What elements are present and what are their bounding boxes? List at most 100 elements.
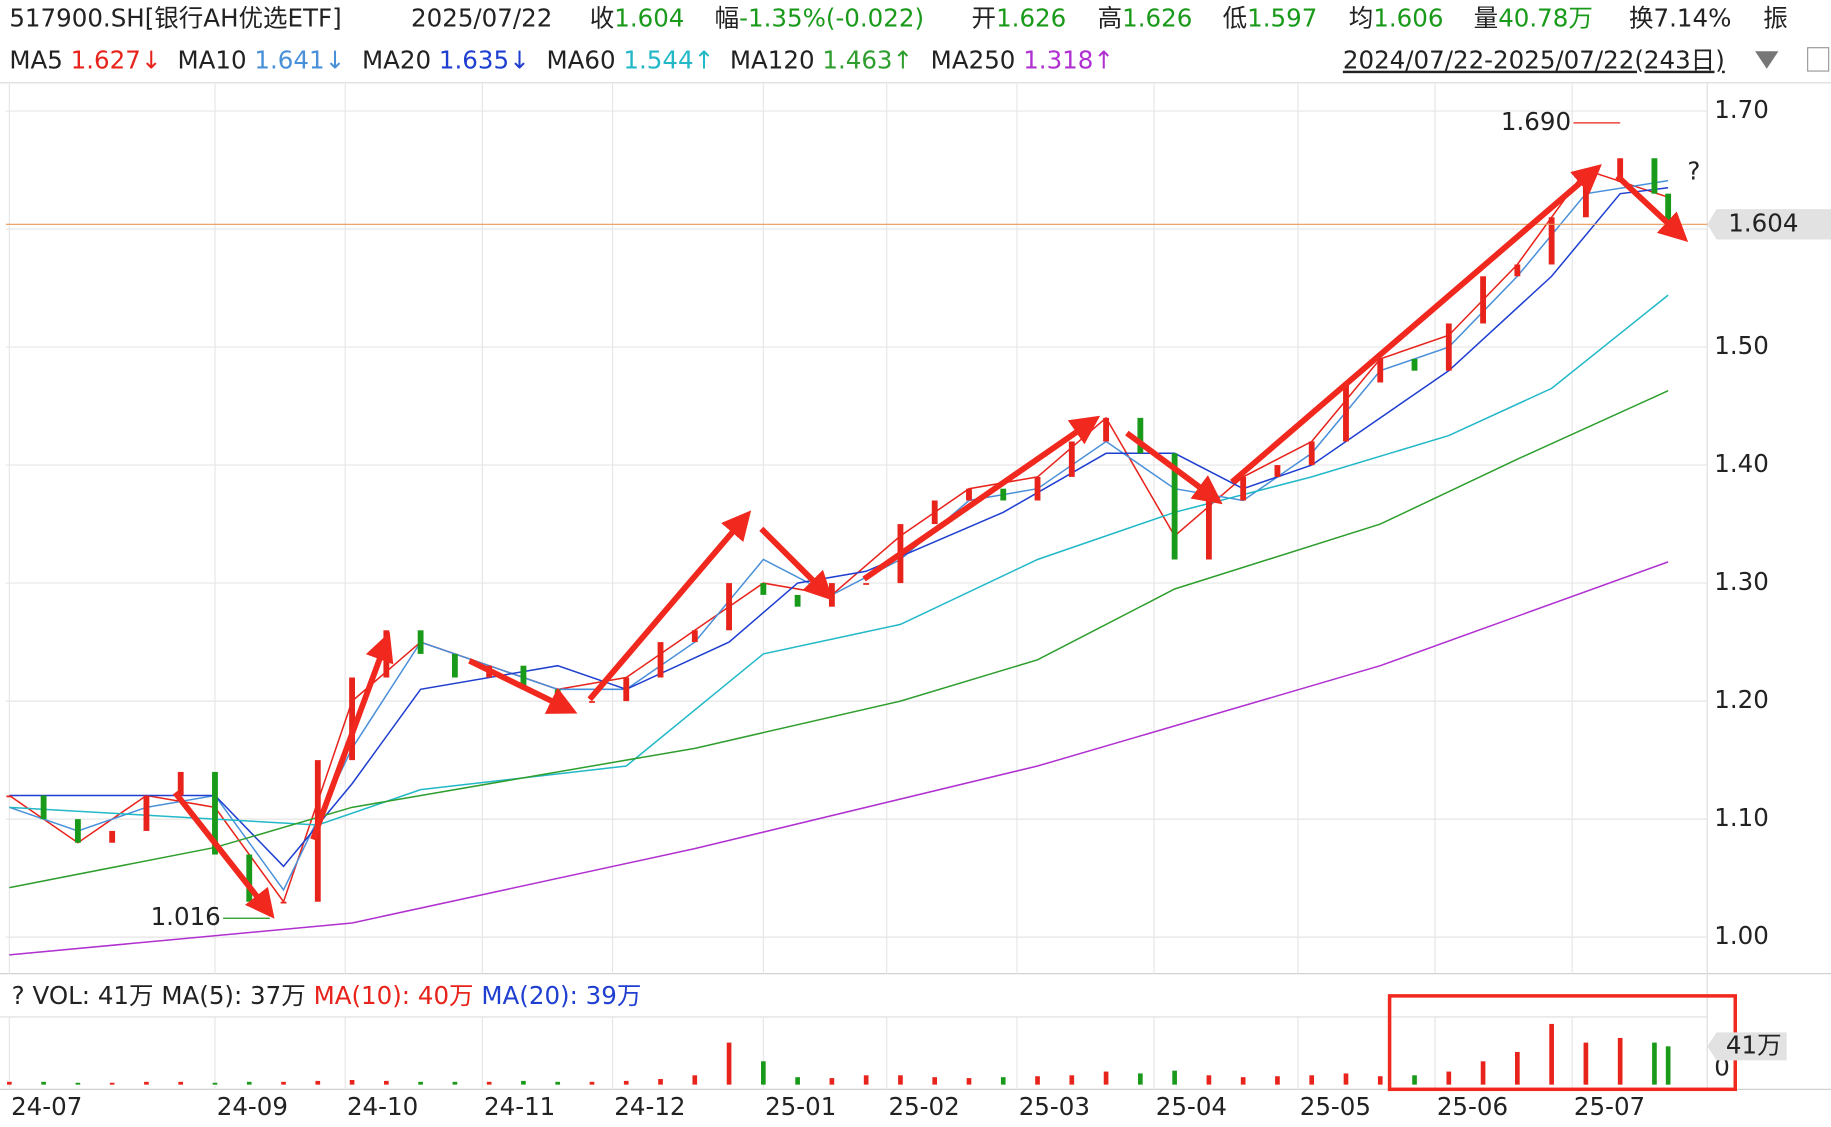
candle	[863, 583, 870, 585]
candle	[177, 771, 184, 796]
legend-item: MA250 1.318↑	[931, 46, 1114, 75]
candle	[1103, 417, 1109, 442]
volume-bar	[1446, 1071, 1452, 1085]
legend-name: MA10	[177, 46, 246, 75]
ma-line	[9, 390, 1669, 889]
price-tag-label: 1.604	[1728, 208, 1798, 237]
candle	[1343, 382, 1349, 442]
volume-bar	[726, 1042, 732, 1085]
quote-label: 均	[1349, 4, 1374, 33]
candle	[417, 630, 424, 654]
dropdown-icon[interactable]	[1755, 51, 1779, 69]
volume-legend-item: VOL: 41万	[32, 981, 153, 1010]
quote-item: 开1.626	[972, 4, 1067, 33]
legend-item: MA10 1.641↓	[177, 46, 345, 75]
candle	[794, 594, 801, 607]
candle	[212, 771, 218, 855]
volume-bar	[966, 1078, 972, 1085]
volume-bar	[623, 1080, 629, 1085]
candle	[280, 901, 287, 904]
quote-item: 收1.604	[590, 4, 685, 33]
candle	[931, 500, 938, 525]
legend-name: MA20	[362, 46, 431, 75]
volume-bar	[932, 1077, 938, 1085]
candle	[1665, 193, 1672, 225]
quote-label: 量	[1474, 4, 1499, 33]
candle	[109, 830, 116, 843]
candle	[1034, 476, 1041, 501]
candle	[657, 642, 664, 678]
legend-item: MA60 1.544↑	[546, 46, 714, 75]
x-tick-label: 25-04	[1156, 1092, 1227, 1121]
quote-item: 均1.606	[1349, 4, 1444, 33]
volume-bar	[486, 1081, 492, 1085]
y-tick-label: 1.70	[1714, 95, 1769, 124]
volume-bar	[418, 1081, 423, 1085]
quote-value: 7.14%	[1653, 4, 1731, 33]
candle	[1274, 465, 1281, 477]
arrow	[1615, 174, 1689, 243]
quote-value: 1.606	[1373, 4, 1443, 33]
volume-bar	[144, 1081, 149, 1085]
volume-bar	[829, 1078, 835, 1085]
y-tick-label: 1.10	[1714, 803, 1769, 832]
ma-line	[9, 187, 1669, 868]
y-tick-label: 1.40	[1714, 449, 1769, 478]
y-tick-label: 1.20	[1714, 685, 1769, 714]
volume-bar	[1515, 1051, 1520, 1085]
arrow	[587, 510, 752, 702]
volume-bar	[109, 1082, 115, 1085]
volume-bar	[1172, 1070, 1177, 1085]
app-icon[interactable]	[1807, 47, 1830, 72]
arrow	[1125, 430, 1223, 505]
volume-bar	[41, 1081, 46, 1085]
price-tag	[1707, 209, 1831, 240]
quote-item: 高1.626	[1098, 4, 1193, 33]
y-tick-label: 1.50	[1714, 331, 1769, 360]
volume-bar	[1412, 1075, 1417, 1085]
candle	[1548, 217, 1555, 265]
volume-bar	[1665, 1046, 1671, 1085]
volume-bar	[795, 1077, 800, 1085]
candle	[1617, 158, 1624, 182]
volume-bar	[555, 1081, 561, 1085]
arrow	[862, 415, 1101, 582]
y-tick-label: 1.30	[1714, 567, 1769, 596]
volume-bar	[349, 1079, 355, 1085]
x-tick-label: 24-10	[347, 1092, 418, 1121]
volume-legend-item: MA(10): 40万	[314, 981, 474, 1010]
candle	[1000, 488, 1007, 501]
candle	[623, 677, 630, 702]
arrow	[468, 658, 578, 714]
candle	[40, 795, 47, 820]
quote-label: 开	[972, 4, 997, 33]
arrow	[172, 790, 275, 919]
volume-bar	[1549, 1023, 1554, 1085]
legend-item: MA5 1.627↓	[9, 46, 161, 75]
x-tick-label: 24-11	[484, 1092, 555, 1121]
candle	[1205, 500, 1212, 560]
quote-value: 1.597	[1247, 4, 1317, 33]
x-tick-label: 25-01	[765, 1092, 836, 1121]
volume-bar	[1138, 1073, 1143, 1085]
volume-bar	[1309, 1075, 1315, 1085]
volume-legend-item: MA(20): 39万	[481, 981, 641, 1010]
quote-item: 换7.14%	[1629, 4, 1731, 33]
volume-bar	[863, 1075, 869, 1085]
candle	[6, 795, 13, 798]
date-range[interactable]: 2024/07/22-2025/07/22(243日)	[1343, 46, 1725, 75]
candle	[554, 689, 561, 702]
volume-bar	[1343, 1073, 1349, 1085]
volume-bar	[761, 1061, 766, 1085]
x-tick-label: 25-03	[1019, 1092, 1090, 1121]
quote-value: 40.78万	[1498, 4, 1593, 33]
candle	[760, 583, 767, 595]
quote-label: 换	[1629, 4, 1654, 33]
candle	[520, 665, 527, 690]
candle	[1582, 181, 1589, 218]
security-name: 517900.SH[银行AH优选ETF]	[9, 4, 341, 33]
candle	[246, 854, 253, 902]
